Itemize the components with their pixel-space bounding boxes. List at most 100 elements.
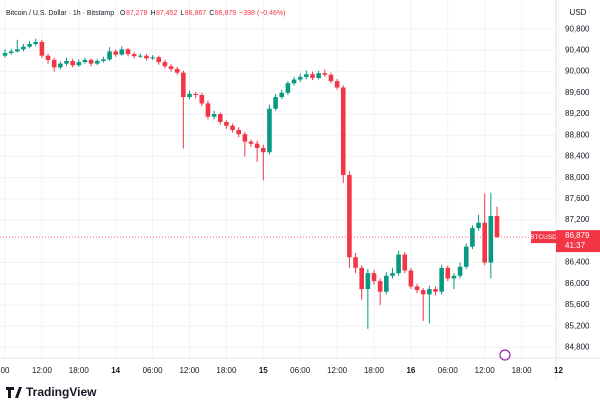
candle-body <box>70 60 75 66</box>
candle-body <box>316 73 321 78</box>
y-tick-label: 86,000 <box>565 279 590 288</box>
candle-body <box>384 275 389 292</box>
brand-name: TradingView <box>26 385 97 399</box>
candle-body <box>433 289 438 292</box>
candle-body <box>310 74 315 78</box>
x-tick-label: 12:00 <box>179 366 200 375</box>
candle-body <box>51 59 57 68</box>
price-tag-text: 86,879 <box>565 231 590 240</box>
symbol-tag <box>531 231 556 244</box>
y-tick-label: 87,200 <box>565 215 590 224</box>
y-tick-label: 85,600 <box>565 300 590 309</box>
ohlc-key: H <box>150 10 155 17</box>
candle-body <box>470 228 475 247</box>
price-tag <box>556 230 600 253</box>
candle-body <box>107 51 112 60</box>
candle-body <box>396 254 401 274</box>
candle-body <box>101 59 106 61</box>
candle-body <box>150 57 155 59</box>
candle-body <box>21 46 26 50</box>
candle-body <box>414 286 420 291</box>
y-tick-label: 90,800 <box>565 24 590 33</box>
candle-body <box>15 49 20 52</box>
candle-body <box>334 81 340 88</box>
y-tick-label: 88,000 <box>565 173 590 182</box>
candle-body <box>131 54 137 57</box>
candle-body <box>125 49 131 55</box>
symbol-title: Bitcoin / U.S. Dollar · 1h · Bitstamp <box>6 10 114 17</box>
y-tick-label: 88,400 <box>565 152 590 161</box>
candle-body <box>347 175 352 258</box>
ohlc-key: L <box>180 10 184 17</box>
ohlc-key: O <box>120 10 126 17</box>
x-tick-label: 15 <box>259 366 268 375</box>
countdown-text: 41:37 <box>565 241 586 250</box>
x-tick-label: 18:00 <box>364 366 385 375</box>
ohlc-key: C <box>209 10 214 17</box>
candle-body <box>27 44 32 47</box>
candle-body <box>33 41 39 45</box>
candle-body <box>113 51 118 55</box>
candle-body <box>138 55 143 57</box>
candle-body <box>205 103 211 117</box>
candle-body <box>174 68 180 73</box>
candle-body <box>224 121 229 126</box>
x-tick-label: 12:00 <box>32 366 53 375</box>
candle-body <box>377 281 383 292</box>
candle-body <box>279 92 285 98</box>
symbol-tag-text: BTCUSD <box>530 234 557 241</box>
y-tick-label: 90,400 <box>565 45 590 54</box>
candle-body <box>408 270 414 287</box>
y-tick-label: 90,000 <box>565 67 590 76</box>
y-tick-label: 89,600 <box>565 88 590 97</box>
header: Bitcoin / U.S. Dollar · 1h · Bitstamp O 8… <box>6 10 285 17</box>
candle-body <box>457 266 463 276</box>
candle-body <box>488 215 494 263</box>
x-tick-label: 18:00 <box>69 366 90 375</box>
replay-icon <box>499 349 511 361</box>
candle-body <box>353 257 358 268</box>
candle-body <box>451 275 457 279</box>
candle-body <box>144 55 149 59</box>
candle-body <box>476 222 481 229</box>
candle-body <box>187 93 192 98</box>
candle-body <box>482 222 487 263</box>
candle-body <box>76 62 82 66</box>
candle-body <box>402 254 408 271</box>
logo-icon <box>6 387 22 398</box>
candle-body <box>82 59 88 63</box>
candle-body <box>211 114 217 117</box>
candle-body <box>236 129 241 135</box>
candle-body <box>365 273 371 290</box>
candle-body <box>254 143 260 148</box>
candle-body <box>39 41 45 56</box>
ohlc-value: 86,879 <box>215 10 237 17</box>
candle-body <box>94 60 100 64</box>
candle-body <box>199 94 205 104</box>
x-tick-label: 12:00 <box>327 366 348 375</box>
candle-body <box>359 267 364 290</box>
candle-body <box>193 93 198 95</box>
candle-body <box>156 57 162 63</box>
candle-body <box>463 246 469 267</box>
candle-body <box>248 141 254 144</box>
candle-body <box>390 273 395 276</box>
candle-body <box>8 51 14 54</box>
candle-body <box>181 72 186 98</box>
candle-body <box>162 62 168 67</box>
x-tick-label: 18:00 <box>512 366 533 375</box>
candle-body <box>371 273 377 282</box>
candle-body <box>45 55 51 60</box>
candle-body <box>230 125 235 130</box>
y-tick-label: 84,800 <box>565 343 590 352</box>
candle-body <box>420 290 426 295</box>
candle-body <box>119 49 125 55</box>
y-tick-label: 87,600 <box>565 194 590 203</box>
candle-body <box>445 267 451 279</box>
candle-body <box>322 73 328 75</box>
candle-body <box>291 79 297 84</box>
candle-body <box>168 66 174 69</box>
candle-body <box>494 215 500 238</box>
candle-body <box>439 267 444 292</box>
x-tick-label: 12 <box>554 366 563 375</box>
